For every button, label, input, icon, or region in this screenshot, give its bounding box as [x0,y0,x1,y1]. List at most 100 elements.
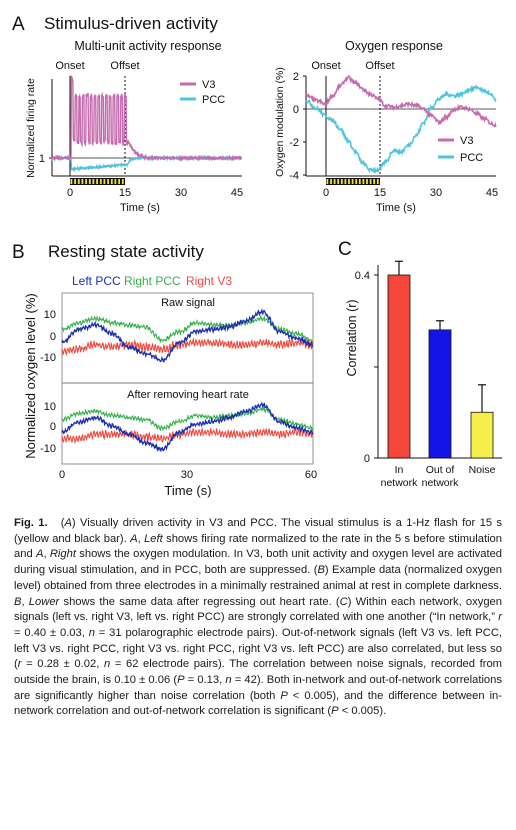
a-right-offset-label: Offset [365,60,394,72]
a-right-legend-v3: V3 [460,135,473,147]
chart-a-left: Multi-unit activity response Onset Offse… [25,39,243,214]
stimulus-flash [114,179,117,184]
a-right-ytick-label: 2 [293,71,299,83]
b-top-ytick-0: 0 [50,331,56,343]
a-left-offset-label: Offset [110,60,139,72]
stimulus-flash [344,179,347,184]
b-top-line-left-pcc [61,308,313,363]
stimulus-flash [351,179,354,184]
a-right-xtick-0: 0 [323,187,329,199]
panel-a-title: Stimulus-driven activity [44,14,218,33]
b-xtick-60: 60 [305,469,317,481]
stimulus-flash [70,179,73,184]
a-left-ytick-label-1: 1 [39,153,45,165]
stimulus-flash [85,179,87,184]
a-left-xtick-0: 0 [67,187,73,199]
c-category-label-0: network [381,477,419,489]
c-ytick-0: 0 [364,453,370,465]
stimulus-flash [355,179,358,184]
a-left-legend-v3: V3 [202,79,215,91]
figure-panels: A Stimulus-driven activity Multi-unit ac… [12,14,502,498]
stimulus-flash [88,179,91,184]
panel-b-letter: B [12,242,25,263]
b-xtick-0: 0 [59,469,65,481]
b-legend-right-pcc: Right PCC [124,274,181,288]
caption-text: (A) Visually driven activity in V3 and P… [14,517,503,718]
chart-b-bottom: After removing heart rate 10 0 -10 [40,382,314,465]
b-bottom-ytick-neg10: -10 [40,443,56,455]
b-bottom-line-right-pcc [61,405,314,432]
a-left-subtitle: Multi-unit activity response [74,39,221,53]
b-legend-left-pcc: Left PCC [72,274,121,288]
stimulus-flash [74,179,76,184]
stimulus-flash [107,179,109,184]
a-right-ytick-label: -4 [289,170,299,182]
stimulus-flash [369,179,372,184]
stimulus-flash [99,179,102,184]
a-right-yticks: 2 0 -2 -4 [289,71,306,182]
a-right-xlabel: Time (s) [376,202,416,214]
b-top-ytick-neg10: -10 [40,352,56,364]
b-xlabel: Time (s) [164,483,211,498]
stimulus-flash [92,179,95,184]
b-top-label: Raw signal [161,297,215,309]
stimulus-flash [121,179,124,184]
b-bottom-ytick-10: 10 [44,401,56,413]
a-right-xtick-15: 15 [374,187,386,199]
a-right-stimulus-flashes [326,179,379,184]
c-ytick-04: 0.4 [355,270,370,282]
a-right-xtick-45: 45 [486,187,498,199]
a-left-ylabel: Normalized firing rate [25,78,37,178]
a-left-xlabel: Time (s) [120,202,160,214]
b-top-line-right-v3 [61,337,314,356]
b-bottom-label: After removing heart rate [127,389,249,401]
stimulus-flash [103,179,106,184]
a-left-onset-label: Onset [55,60,84,72]
stimulus-flash [326,179,329,184]
stimulus-flash [81,179,84,184]
a-left-stimulus-flashes [70,179,124,184]
a-right-line-v3 [305,75,497,128]
stimulus-flash [330,179,332,184]
c-category-label-2: Noise [469,464,496,476]
b-bottom-ytick-0: 0 [50,421,56,433]
c-bar-1 [428,329,452,459]
a-right-subtitle: Oxygen response [345,39,443,53]
a-left-xtick-15: 15 [119,187,131,199]
stimulus-flash [333,179,336,184]
a-left-legend-pcc: PCC [202,94,225,106]
panel-b-title: Resting state activity [48,242,204,261]
b-legend-right-v3: Right V3 [186,274,232,288]
stimulus-flash [373,179,376,184]
c-category-label-0: In [395,464,404,476]
stimulus-flash [110,179,113,184]
c-bar-0 [387,274,411,459]
a-right-xtick-30: 30 [430,187,442,199]
stimulus-flash [366,179,368,184]
stimulus-flash [340,179,343,184]
b-bottom-frame [61,382,314,465]
b-bottom-line-right-v3 [61,426,314,445]
stimulus-flash [358,179,361,184]
stimulus-flash [96,179,98,184]
b-top-ytick-10: 10 [44,309,56,321]
c-category-label-1: Out of [426,464,455,476]
a-left-line-v3 [51,75,243,162]
caption-label: Fig. 1. [14,517,48,529]
c-ylabel: Correlation (r) [345,299,359,376]
a-right-line-pcc [305,84,497,174]
a-right-legend-pcc: PCC [460,152,483,164]
c-category-label-1: network [422,477,460,489]
chart-b-top: Raw signal 10 0 -10 [40,292,314,384]
b-top-line-right-pcc [61,314,314,344]
stimulus-flash [362,179,365,184]
a-right-ytick-label: 0 [293,104,299,116]
a-right-ylabel: Oxygen modulation (%) [274,67,286,177]
panel-c-letter: C [338,239,352,260]
b-bottom-line-left-pcc [61,401,314,453]
a-right-onset-label: Onset [311,60,340,72]
stimulus-flash [376,179,379,184]
c-bar-2 [470,411,494,459]
